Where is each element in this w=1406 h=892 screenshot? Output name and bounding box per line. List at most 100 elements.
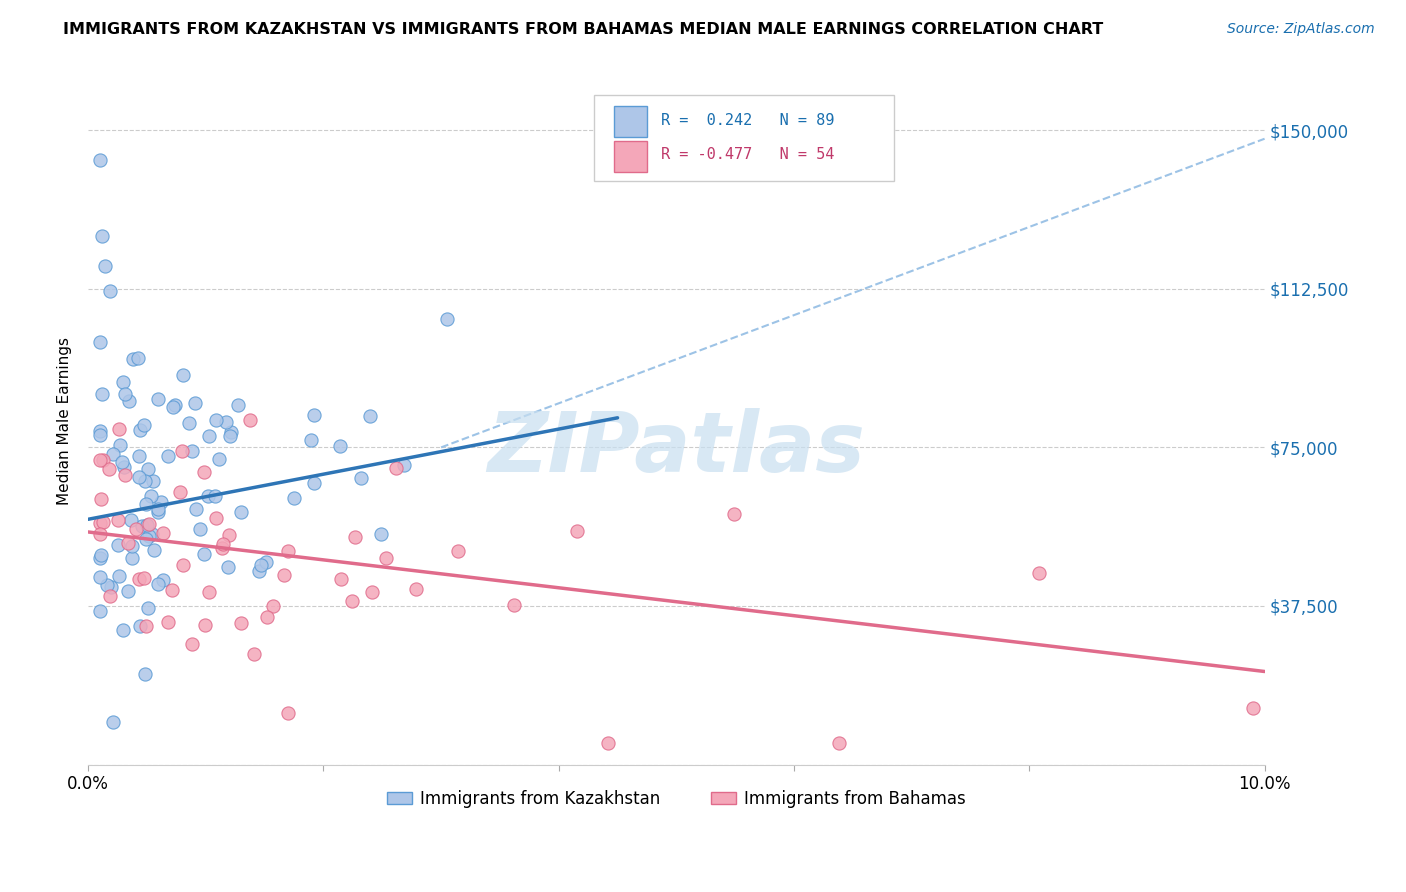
Point [138,529,160,543]
Point [212,537,235,551]
Point [172,558,194,572]
Point [219,429,242,443]
Point [134,475,156,489]
Point [138,517,160,532]
Point [231,505,253,519]
Point [121,551,143,566]
Point [723,507,745,521]
Point [304,408,326,422]
Point [370,526,392,541]
Point [218,559,240,574]
FancyBboxPatch shape [593,95,894,180]
Point [385,460,408,475]
Point [596,736,619,750]
Point [146,577,169,591]
Point [141,527,163,541]
Y-axis label: Median Male Earnings: Median Male Earnings [58,337,72,505]
Point [111,376,134,390]
Legend: Immigrants from Kazakhstan, Immigrants from Bahamas: Immigrants from Kazakhstan, Immigrants f… [381,783,973,814]
Point [90,229,112,244]
Point [114,468,136,483]
Point [128,573,150,587]
Point [122,351,145,366]
Point [128,450,150,464]
Point [342,594,364,608]
Point [198,585,221,599]
Point [163,398,186,412]
Point [117,536,139,550]
Point [129,619,152,633]
Point [156,615,179,630]
Point [169,485,191,500]
Point [107,513,129,527]
Point [160,583,183,598]
Point [107,537,129,551]
Point [91,386,114,401]
Point [89,425,111,439]
Point [131,518,153,533]
Point [120,513,142,527]
Point [405,582,427,596]
Point [226,398,249,412]
Point [89,527,111,541]
Point [89,516,111,530]
Point [262,599,284,613]
Point [350,471,373,485]
Point [277,706,299,720]
Point [89,428,111,442]
Point [89,570,111,584]
Point [89,153,111,167]
Point [218,528,240,542]
Point [134,571,156,585]
Point [565,524,588,539]
Point [103,715,125,730]
Point [135,497,157,511]
Point [136,462,159,476]
Point [139,489,162,503]
Point [447,544,470,558]
Point [146,505,169,519]
Point [360,585,382,599]
Point [146,502,169,516]
Point [205,511,228,525]
Point [186,502,208,516]
Point [249,564,271,578]
Text: ZIPatlas: ZIPatlas [488,408,865,489]
Point [128,423,150,437]
Point [215,415,238,429]
Point [243,647,266,661]
Point [107,569,129,583]
Point [254,555,277,569]
Point [329,572,352,586]
Point [98,590,121,604]
Point [89,604,111,618]
Point [90,492,112,507]
Point [117,584,139,599]
Point [135,532,157,546]
Point [188,523,211,537]
Point [89,550,111,565]
Point [132,418,155,433]
Point [184,396,207,410]
Point [229,616,252,631]
Point [180,637,202,651]
Point [503,598,526,612]
Point [343,530,366,544]
Point [194,618,217,632]
Point [1241,701,1264,715]
Point [101,447,124,461]
Point [96,578,118,592]
Point [392,458,415,472]
Point [193,547,215,561]
Point [112,460,135,475]
Point [128,470,150,484]
Bar [614,106,647,137]
Point [299,433,322,447]
Point [98,284,121,298]
Point [111,624,134,638]
Point [114,386,136,401]
Point [828,736,851,750]
Point [329,439,352,453]
Point [108,437,131,451]
Point [181,443,204,458]
